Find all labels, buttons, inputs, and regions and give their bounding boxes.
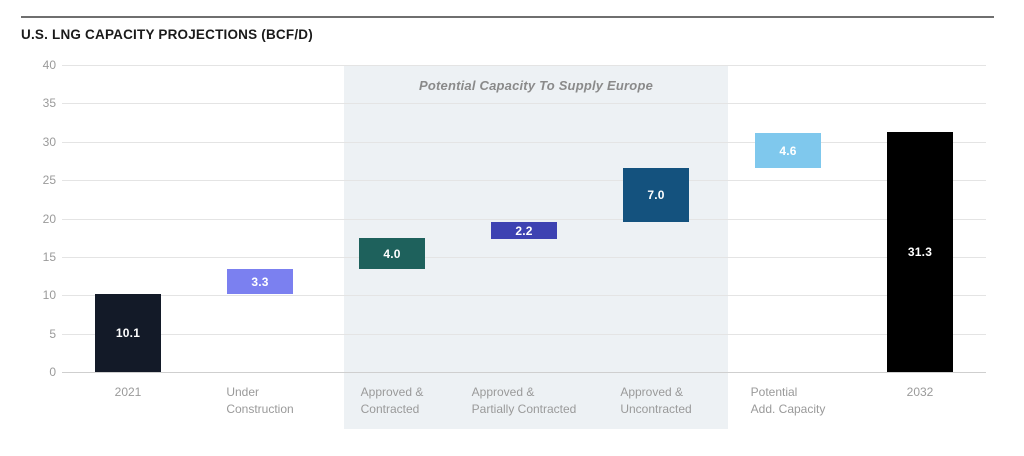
x-axis-label-line: Construction [226,402,294,416]
bar-value-label: 4.0 [383,246,401,261]
x-axis-label-line: Contracted [360,402,420,416]
x-axis-label-line: Potential [750,385,798,399]
x-axis-line [62,372,986,373]
y-tick-label: 10 [42,288,56,302]
y-tick-label: 30 [42,135,56,149]
gridline [62,142,986,143]
bar-value-label: 31.3 [907,245,933,259]
x-axis-label: 2021 [115,384,142,401]
bar-2032: 31.3 [887,132,953,372]
x-axis-label: 2032 [907,384,934,401]
x-axis-label-line: Add. Capacity [750,402,826,416]
bar-2021: 10.1 [95,294,161,372]
gridline [62,103,986,104]
bar-approved-uncontracted: 7.0 [623,168,689,222]
bar-value-label: 7.0 [647,188,665,202]
bar-value-label: 2.2 [515,223,533,238]
y-tick-label: 35 [42,96,56,110]
x-axis-label: Under Construction [226,384,293,418]
x-axis-label-line: Partially Contracted [471,402,577,416]
gridline [62,295,986,296]
x-axis-label-line: Approved & [360,385,424,399]
y-tick-label: 20 [42,212,56,226]
top-divider-rule [21,16,994,18]
chart-title: U.S. LNG CAPACITY PROJECTIONS (BCF/D) [21,27,313,42]
x-axis-label-line: Approved & [471,385,535,399]
bar-potential-add-capacity: 4.6 [755,133,821,168]
bar-value-label: 4.6 [779,143,797,158]
bar-value-label: 10.1 [115,326,141,340]
y-tick-label: 0 [49,365,56,379]
bar-value-label: 3.3 [251,274,269,289]
bar-approved-partially-contracted: 2.2 [491,222,557,239]
x-axis-label: Approved & Partially Contracted [472,384,577,418]
x-axis-label: Potential Add. Capacity [751,384,826,418]
x-axis-label-line: Approved & [620,385,684,399]
y-tick-label: 5 [49,327,56,341]
x-axis-label-line: 2021 [114,385,142,399]
x-axis-label: Approved & Contracted [361,384,424,418]
x-axis-label-line: Under [226,385,259,399]
gridline [62,334,986,335]
x-axis-label: Approved & Uncontracted [620,384,691,418]
europe-region-label: Potential Capacity To Supply Europe [418,78,654,93]
gridline [62,219,986,220]
y-tick-label: 25 [42,173,56,187]
gridline [62,65,986,66]
y-tick-label: 40 [42,58,56,72]
gridline [62,180,986,181]
x-axis-label-line: Uncontracted [620,402,692,416]
bar-approved-contracted: 4.0 [359,238,425,269]
x-axis-label-line: 2032 [906,385,934,399]
y-tick-label: 15 [42,250,56,264]
bar-under-construction: 3.3 [227,269,293,294]
gridline [62,257,986,258]
